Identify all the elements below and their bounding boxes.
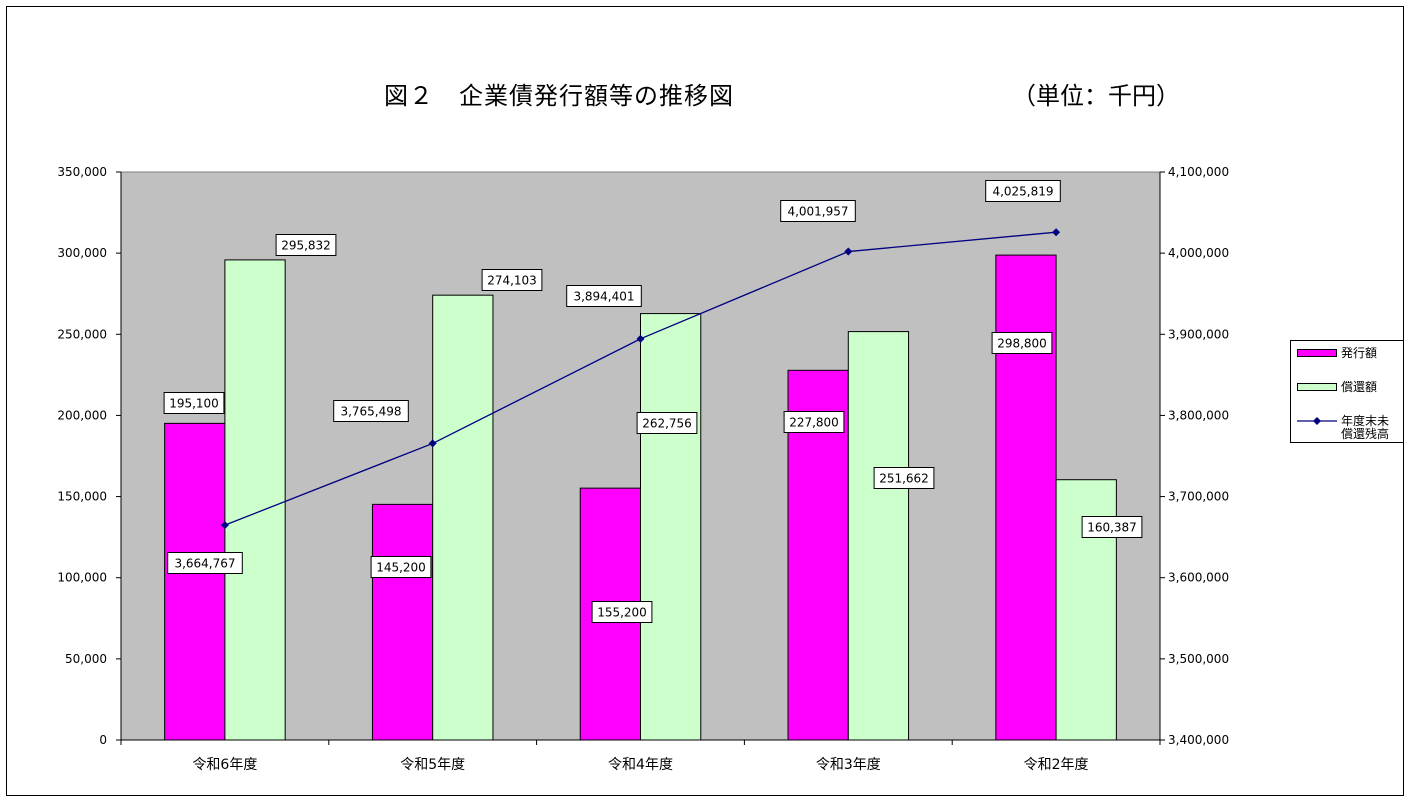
right-axis-tick-label: 3,900,000 xyxy=(1168,327,1229,341)
data-label-repay: 295,832 xyxy=(281,239,331,253)
data-label-issue: 227,800 xyxy=(789,416,839,430)
x-axis-tick-label: 令和6年度 xyxy=(192,757,257,773)
bar-issue xyxy=(371,503,434,741)
right-axis-tick-label: 3,600,000 xyxy=(1168,571,1229,585)
legend-swatch-issue xyxy=(1297,349,1337,357)
chart-title: 図２ 企業債発行額等の推移図 xyxy=(384,82,734,110)
legend: 発行額 償還額 年度末未 償還残高 xyxy=(1290,340,1404,443)
data-label-issue: 298,800 xyxy=(997,337,1047,351)
data-label-balance: 3,664,767 xyxy=(174,557,235,571)
data-label-balance: 4,025,819 xyxy=(992,185,1053,199)
legend-label-balance-line2: 償還残高 xyxy=(1341,427,1390,441)
left-axis-tick-label: 200,000 xyxy=(57,408,107,422)
data-label-repay: 251,662 xyxy=(879,472,929,486)
left-axis-tick-label: 300,000 xyxy=(57,246,107,260)
bar-issue xyxy=(164,422,226,741)
data-label-issue-box xyxy=(991,332,1053,354)
bar-repay xyxy=(847,331,910,741)
line-balance-marker xyxy=(844,247,853,256)
data-label-repay: 262,756 xyxy=(642,417,692,431)
left-axis-tick-label: 350,000 xyxy=(57,165,107,179)
data-label-repay-box xyxy=(275,234,337,256)
data-label-issue-box xyxy=(370,556,432,578)
data-label-repay: 274,103 xyxy=(487,274,537,288)
line-balance-marker xyxy=(428,439,437,448)
x-axis-tick-label: 令和4年度 xyxy=(608,757,673,773)
data-label-repay-box xyxy=(1081,516,1143,538)
data-label-balance-box xyxy=(167,552,243,574)
data-label-balance-box xyxy=(566,285,642,307)
data-label-repay: 160,387 xyxy=(1087,521,1137,535)
data-label-repay-box xyxy=(636,412,698,434)
legend-label-balance-line1: 年度末未 xyxy=(1341,414,1390,428)
data-label-issue-box xyxy=(163,392,225,414)
data-label-balance: 3,765,498 xyxy=(340,405,401,419)
data-label-issue-box xyxy=(591,601,653,623)
data-label-balance-box xyxy=(985,180,1061,202)
x-axis-tick-label: 令和5年度 xyxy=(400,757,465,773)
bar-repay xyxy=(432,294,494,741)
legend-label-issue: 発行額 xyxy=(1341,346,1378,360)
right-axis-tick-label: 3,500,000 xyxy=(1168,652,1229,666)
data-label-balance-box xyxy=(780,200,856,222)
left-axis-tick-label: 50,000 xyxy=(65,652,107,666)
data-label-balance-box xyxy=(333,400,409,422)
legend-swatch-repay xyxy=(1297,383,1337,391)
data-label-balance: 4,001,957 xyxy=(787,205,848,219)
line-balance-marker xyxy=(220,521,229,530)
legend-label-repay: 償還額 xyxy=(1341,380,1378,394)
bar-issue xyxy=(995,254,1057,741)
data-label-issue: 155,200 xyxy=(597,606,647,620)
right-axis-tick-label: 3,800,000 xyxy=(1168,408,1229,422)
data-label-issue: 145,200 xyxy=(376,561,426,575)
data-label-repay-box xyxy=(481,269,543,291)
left-axis-tick-label: 100,000 xyxy=(57,571,107,585)
left-axis-tick-label: 250,000 xyxy=(57,327,107,341)
left-axis-tick-label: 0 xyxy=(99,733,107,747)
x-axis-tick-label: 令和3年度 xyxy=(816,757,881,773)
left-axis-tick-label: 150,000 xyxy=(57,490,107,504)
unit-label: （単位：千円） xyxy=(1012,82,1180,110)
right-axis-tick-label: 4,000,000 xyxy=(1168,246,1229,260)
data-label-issue-box xyxy=(783,411,845,433)
right-axis-tick-label: 4,100,000 xyxy=(1168,165,1229,179)
data-label-repay-box xyxy=(873,467,935,489)
line-balance-marker xyxy=(636,334,645,343)
bar-repay xyxy=(640,313,702,741)
data-label-balance: 3,894,401 xyxy=(573,290,634,304)
bar-repay xyxy=(224,259,286,741)
x-axis-tick-label: 令和2年度 xyxy=(1024,757,1089,773)
legend-line-marker xyxy=(1297,417,1337,425)
line-balance-marker xyxy=(1052,228,1061,237)
right-axis-tick-label: 3,700,000 xyxy=(1168,490,1229,504)
data-label-issue: 195,100 xyxy=(169,397,219,411)
right-axis-tick-label: 3,400,000 xyxy=(1168,733,1229,747)
